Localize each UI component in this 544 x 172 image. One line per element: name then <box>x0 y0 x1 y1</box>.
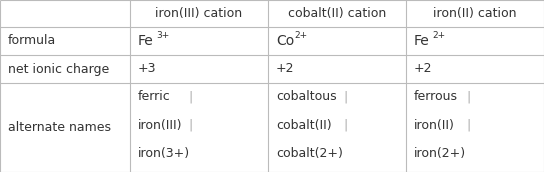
Text: cobalt(II) cation: cobalt(II) cation <box>288 7 386 20</box>
Text: 2+: 2+ <box>432 30 445 40</box>
Text: Co: Co <box>276 34 294 48</box>
Text: ferric: ferric <box>138 90 171 104</box>
Text: cobaltous: cobaltous <box>276 90 337 104</box>
Text: iron(II) cation: iron(II) cation <box>433 7 517 20</box>
Text: cobalt(2+): cobalt(2+) <box>276 147 343 159</box>
Text: +2: +2 <box>276 62 294 76</box>
Text: |: | <box>466 90 470 104</box>
Text: |: | <box>188 90 192 104</box>
Text: |: | <box>343 90 347 104</box>
Text: formula: formula <box>8 35 56 47</box>
Text: net ionic charge: net ionic charge <box>8 62 109 76</box>
Text: +2: +2 <box>414 62 432 76</box>
Text: iron(3+): iron(3+) <box>138 147 190 159</box>
Text: +3: +3 <box>138 62 157 76</box>
Text: |: | <box>343 119 347 132</box>
Text: |: | <box>188 119 192 132</box>
Text: |: | <box>466 119 470 132</box>
Text: alternate names: alternate names <box>8 121 111 134</box>
Text: iron(II): iron(II) <box>414 119 455 132</box>
Text: ferrous: ferrous <box>414 90 458 104</box>
Text: cobalt(II): cobalt(II) <box>276 119 332 132</box>
Text: Fe: Fe <box>138 34 154 48</box>
Text: iron(III) cation: iron(III) cation <box>156 7 243 20</box>
Text: iron(III): iron(III) <box>138 119 182 132</box>
Text: Fe: Fe <box>414 34 430 48</box>
Text: 2+: 2+ <box>294 30 307 40</box>
Text: iron(2+): iron(2+) <box>414 147 466 159</box>
Text: 3+: 3+ <box>156 30 169 40</box>
